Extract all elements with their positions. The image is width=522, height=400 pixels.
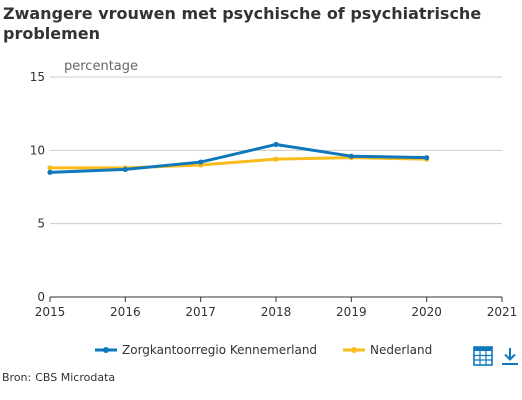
data-series [47, 141, 430, 175]
legend-swatch-series-2 [343, 347, 366, 353]
y-tick-label-3: 15 [30, 70, 45, 84]
data-point-series-1-2018[interactable] [273, 141, 279, 148]
download-icon[interactable] [500, 346, 520, 366]
data-point-series-2-2018[interactable] [273, 156, 279, 162]
data-point-series-2-2015[interactable] [47, 165, 53, 171]
data-point-series-1-2016[interactable] [122, 166, 128, 172]
series-line-2 [48, 156, 429, 170]
x-tick-label-4: 2019 [336, 305, 367, 319]
x-tick-label-1: 2016 [110, 305, 141, 319]
y-axis-ticks: 0 5 10 15 [30, 70, 45, 304]
source-prefix: Bron: [2, 371, 32, 384]
legend-label-series-2: Nederland [370, 343, 433, 357]
gridlines [50, 76, 502, 225]
data-point-series-1-2015[interactable] [47, 169, 53, 175]
data-point-series-1-2019[interactable] [348, 153, 354, 159]
legend-swatch-series-1 [95, 347, 117, 353]
x-tick-label-3: 2018 [261, 305, 292, 319]
chart-title: Zwangere vrouwen met psychische of psych… [3, 4, 482, 43]
x-tick-label-0: 2015 [35, 305, 66, 319]
legend-label-series-1: Zorgkantoorregio Kennemerland [122, 343, 318, 357]
legend-item-series-1[interactable]: Zorgkantoorregio Kennemerland [95, 343, 317, 357]
data-point-series-1-2020[interactable] [424, 155, 430, 161]
y-tick-label-2: 10 [30, 143, 45, 157]
source-note: Bron: CBS Microdata [2, 371, 115, 384]
x-tick-label-6: 2021 [487, 305, 518, 319]
table-icon[interactable] [473, 346, 493, 366]
series-line-1 [48, 142, 429, 174]
y-axis-unit-label: percentage [64, 59, 138, 74]
data-point-series-1-2017[interactable] [198, 159, 204, 165]
y-tick-label-1: 5 [37, 217, 45, 231]
legend-item-series-2[interactable]: Nederland [343, 343, 432, 357]
x-tick-label-5: 2020 [411, 305, 442, 319]
legend: Zorgkantoorregio Kennemerland Nederland [95, 343, 458, 357]
source-name: CBS Microdata [35, 371, 116, 384]
x-tick-label-2: 2017 [185, 305, 216, 319]
x-axis: 2015 2016 2017 2018 2019 2020 2021 [35, 296, 518, 319]
y-tick-label-0: 0 [37, 290, 45, 304]
